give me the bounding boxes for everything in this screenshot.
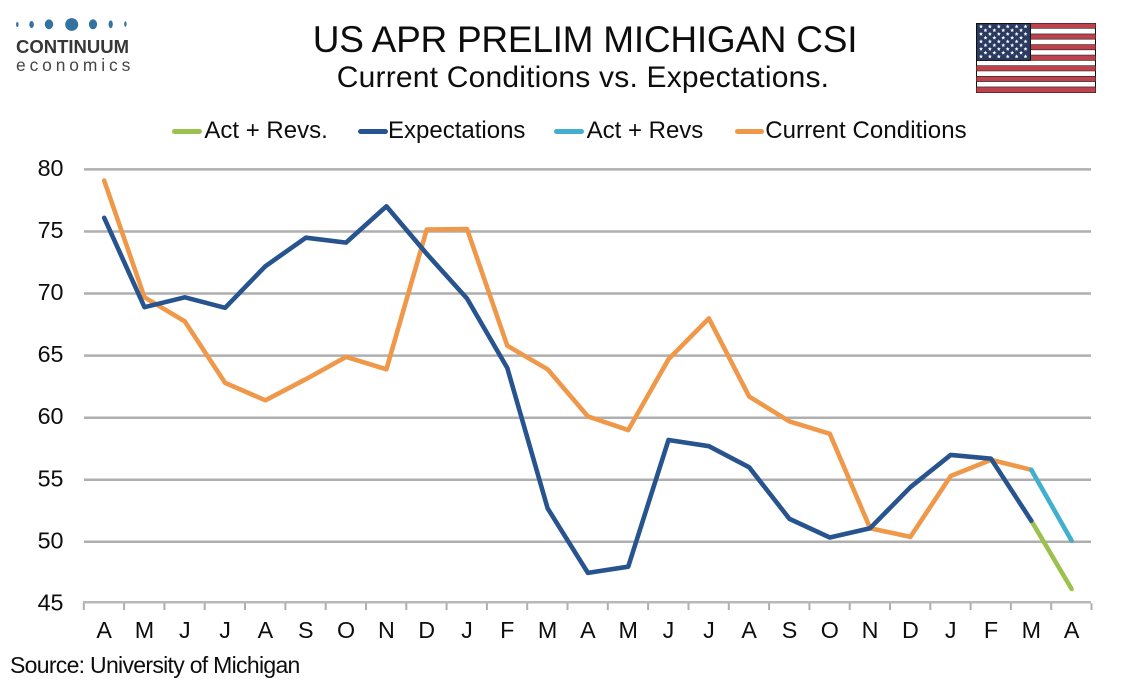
svg-text:S: S <box>298 617 314 643</box>
svg-text:70: 70 <box>38 279 64 305</box>
svg-text:A: A <box>741 617 757 643</box>
svg-text:F: F <box>500 617 514 643</box>
svg-text:S: S <box>782 617 798 643</box>
svg-text:J: J <box>945 617 957 643</box>
svg-text:M: M <box>135 617 154 643</box>
svg-text:J: J <box>461 617 473 643</box>
svg-text:45: 45 <box>38 589 64 615</box>
svg-text:A: A <box>1064 617 1080 643</box>
svg-text:J: J <box>219 617 231 643</box>
svg-text:M: M <box>618 617 637 643</box>
svg-text:O: O <box>821 617 839 643</box>
svg-text:65: 65 <box>38 341 64 367</box>
svg-text:J: J <box>703 617 715 643</box>
svg-text:50: 50 <box>38 527 64 553</box>
svg-text:D: D <box>902 617 919 643</box>
svg-text:O: O <box>337 617 355 643</box>
svg-text:J: J <box>179 617 191 643</box>
svg-text:N: N <box>862 617 879 643</box>
svg-text:A: A <box>580 617 596 643</box>
svg-text:CONTINUUM: CONTINUUM <box>16 36 129 57</box>
svg-text:N: N <box>378 617 395 643</box>
svg-text:economics: economics <box>16 55 134 75</box>
svg-text:J: J <box>663 617 675 643</box>
svg-text:F: F <box>984 617 998 643</box>
svg-text:55: 55 <box>38 465 64 491</box>
svg-text:M: M <box>1022 617 1041 643</box>
svg-text:A: A <box>96 617 112 643</box>
svg-text:D: D <box>418 617 435 643</box>
svg-text:60: 60 <box>38 403 64 429</box>
svg-text:80: 80 <box>38 155 64 181</box>
svg-text:A: A <box>258 617 274 643</box>
svg-text:M: M <box>538 617 557 643</box>
svg-text:75: 75 <box>38 217 64 243</box>
